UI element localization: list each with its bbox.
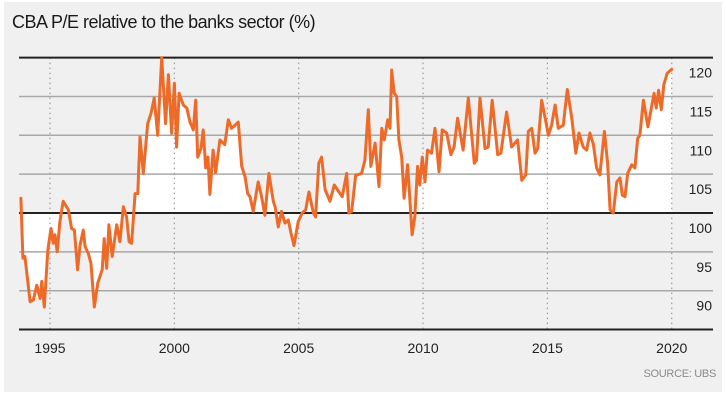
y-tick-label: 115	[690, 103, 713, 119]
x-axis-tick-labels: 1995 2000 2005 2010 2015 2020	[34, 340, 687, 356]
x-tick-label: 2020	[656, 340, 687, 356]
x-tick-label: 2005	[283, 340, 314, 356]
chart-title: CBA P/E relative to the banks sector (%)	[12, 12, 316, 32]
series-layer	[19, 56, 674, 309]
series-line	[19, 56, 674, 309]
y-tick-label: 90	[696, 298, 712, 314]
y-tick-label: 95	[696, 259, 712, 275]
y-axis-tick-labels: 120 115 110 105 100 95 90	[689, 65, 713, 314]
x-tick-label: 2015	[532, 340, 563, 356]
x-tick-label: 2000	[159, 340, 190, 356]
x-tick-label: 2010	[407, 340, 438, 356]
y-tick-label: 120	[689, 65, 713, 81]
y-tick-label: 105	[689, 181, 713, 197]
x-tick-label: 1995	[34, 340, 65, 356]
source-note: SOURCE: UBS	[643, 368, 717, 380]
y-tick-label: 100	[689, 220, 713, 236]
y-tick-label: 110	[690, 142, 713, 158]
